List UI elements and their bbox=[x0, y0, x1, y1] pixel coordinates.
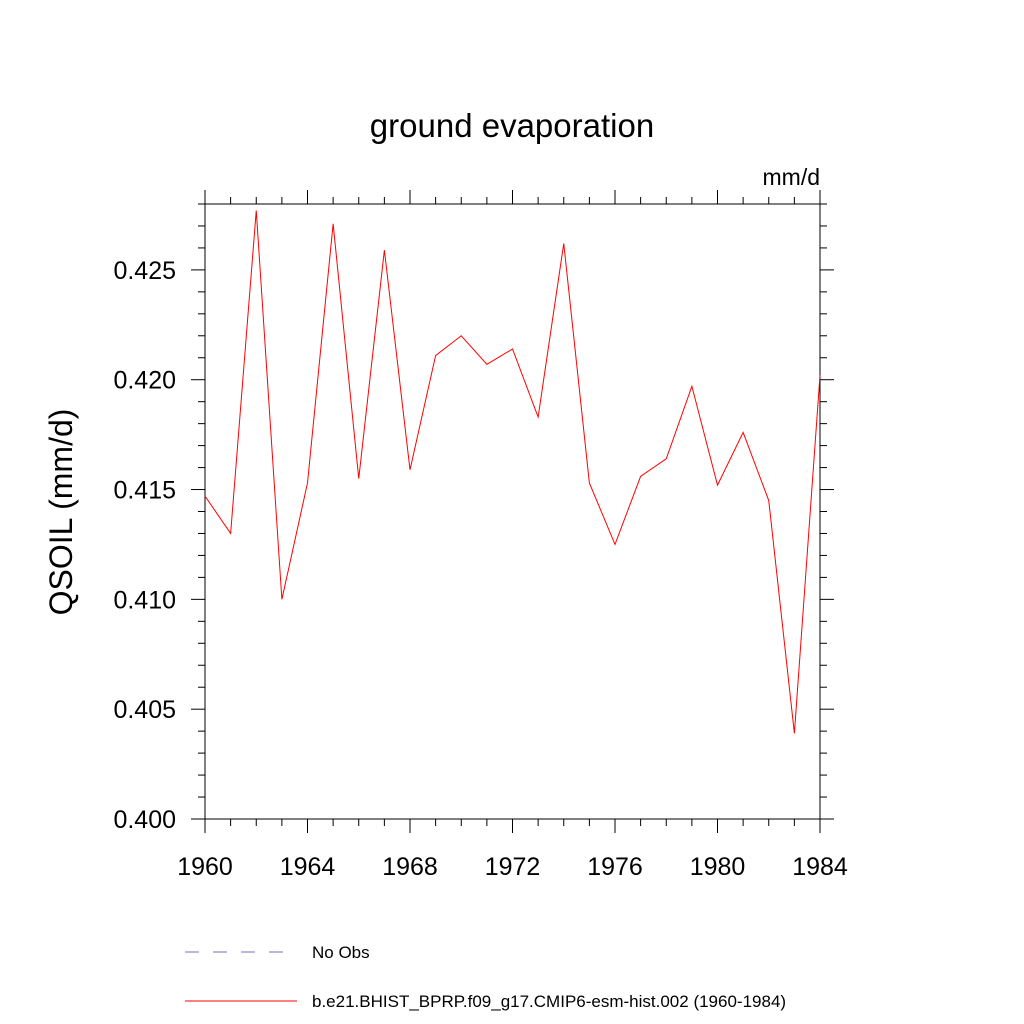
legend: No Obs b.e21.BHIST_BPRP.f09_g17.CMIP6-esm… bbox=[185, 943, 786, 1011]
units-label: mm/d bbox=[763, 164, 821, 190]
series-layer bbox=[204, 210, 821, 734]
chart-title: ground evaporation bbox=[370, 107, 654, 144]
plot-frame bbox=[204, 203, 821, 820]
x-tick-label: 1980 bbox=[690, 853, 746, 881]
y-tick-label: 0.405 bbox=[113, 696, 176, 724]
y-tick-label: 0.410 bbox=[113, 586, 176, 614]
x-tick-label: 1972 bbox=[485, 853, 541, 881]
y-tick-label: 0.425 bbox=[113, 257, 176, 285]
legend-label: No Obs bbox=[312, 943, 370, 962]
x-tick-label: 1968 bbox=[382, 853, 438, 881]
series-line bbox=[204, 210, 821, 734]
y-tick-label: 0.415 bbox=[113, 477, 176, 505]
y-axis-label: QSOIL (mm/d) bbox=[43, 409, 79, 616]
axis-ticks bbox=[191, 190, 834, 833]
axis-tick-labels: 1960 1964 1968 1972 1976 1980 1984 0.400 0.405 0.… bbox=[113, 257, 847, 881]
y-tick-label: 0.420 bbox=[113, 367, 176, 395]
x-tick-label: 1976 bbox=[587, 853, 643, 881]
x-tick-label: 1984 bbox=[792, 853, 848, 881]
legend-label: b.e21.BHIST_BPRP.f09_g17.CMIP6-esm-hist.… bbox=[312, 992, 786, 1011]
x-tick-label: 1964 bbox=[280, 853, 336, 881]
y-tick-label: 0.400 bbox=[113, 806, 176, 834]
x-tick-label: 1960 bbox=[177, 853, 233, 881]
